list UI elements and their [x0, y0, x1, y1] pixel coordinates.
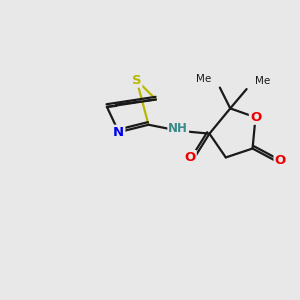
Text: NH: NH: [168, 122, 188, 135]
Text: N: N: [113, 126, 124, 139]
Text: Me: Me: [196, 74, 212, 84]
Text: O: O: [184, 151, 196, 164]
Text: Me: Me: [255, 76, 270, 85]
Text: S: S: [132, 74, 141, 87]
Text: O: O: [274, 154, 286, 167]
Text: O: O: [250, 111, 261, 124]
